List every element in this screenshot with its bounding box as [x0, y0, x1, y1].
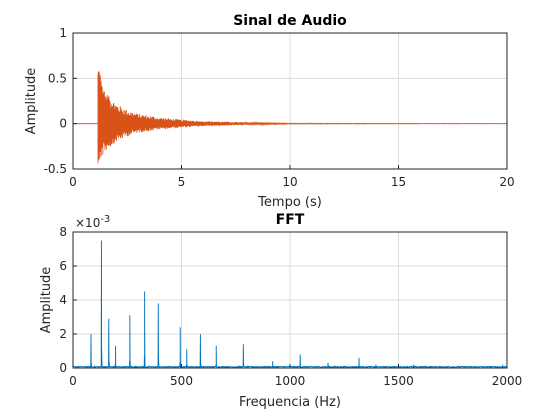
fft-x-label: Frequencia (Hz) [239, 395, 341, 410]
y-tick-label: 8 [59, 225, 67, 239]
audio-x-label: Tempo (s) [257, 195, 322, 210]
x-tick-label: 1000 [275, 374, 306, 388]
x-tick-label: 0 [69, 374, 77, 388]
y-tick-label: 0 [59, 361, 67, 375]
fft-y-exponent: ×10-3 [75, 214, 110, 230]
audio-title: Sinal de Audio [233, 13, 347, 29]
audio-ticks: 0 5 10 15 20-0.500.51 [44, 26, 515, 189]
audio-series-line [73, 71, 508, 164]
audio-y-label: Amplitude [24, 68, 39, 135]
y-tick-label: -0.5 [44, 162, 67, 176]
fft-title: FFT [276, 212, 305, 228]
y-tick-label: 6 [59, 259, 67, 273]
y-tick-label: 1 [59, 26, 67, 40]
fft-ticks: 0 500 1000 1500 2000 0 2 4 6 8 [59, 225, 522, 388]
x-tick-label: 5 [178, 175, 186, 189]
x-tick-label: 20 [499, 175, 514, 189]
fft-y-label: Amplitude [39, 267, 54, 334]
fft-plot: 0 500 1000 1500 2000 0 2 4 6 8 ×10-3 FFT Frequenc… [39, 212, 522, 410]
fft-grid [73, 232, 507, 368]
y-tick-label: 0.5 [48, 71, 67, 85]
audio-signal-plot: 0 5 10 15 20-0.500.51 Sinal de Audio Tempo (… [24, 13, 515, 210]
x-tick-label: 0 [69, 175, 77, 189]
y-tick-label: 0 [59, 117, 67, 131]
y-tick-label: 2 [59, 327, 67, 341]
x-tick-label: 2000 [492, 374, 523, 388]
x-tick-label: 10 [282, 175, 297, 189]
fft-y-exponent-power: -3 [100, 214, 110, 225]
fft-series-line [72, 240, 508, 370]
fft-spectrum [72, 240, 508, 370]
fft-y-exponent-base: ×10 [75, 216, 100, 230]
x-tick-label: 15 [391, 175, 406, 189]
x-tick-label: 500 [170, 374, 193, 388]
y-tick-label: 4 [59, 293, 67, 307]
audio-waveform [73, 71, 508, 164]
x-tick-label: 1500 [383, 374, 414, 388]
